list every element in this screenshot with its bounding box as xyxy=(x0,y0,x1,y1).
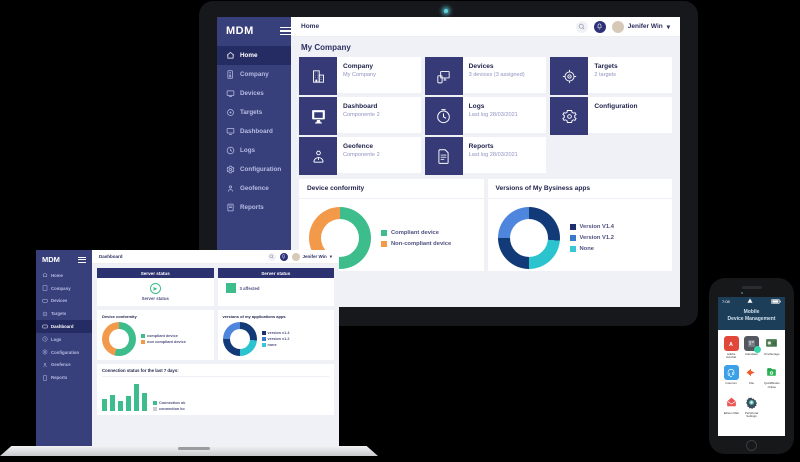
svg-text:A: A xyxy=(729,342,733,348)
